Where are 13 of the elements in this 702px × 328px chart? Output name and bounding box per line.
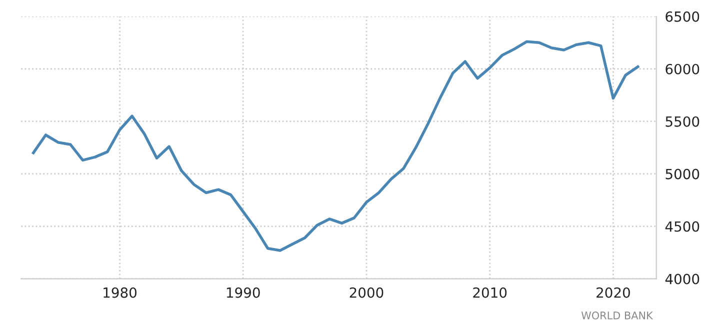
y-tick-label: 4000 — [665, 274, 700, 284]
y-tick-label: 6000 — [666, 64, 700, 74]
y-tick-label: 6500 — [666, 11, 700, 22]
x-tick-label: 1980 — [104, 287, 136, 298]
y-tick-label: 4500 — [665, 221, 700, 232]
x-tick-label: 2000 — [350, 287, 384, 298]
y-tick-label: 5500 — [666, 116, 700, 127]
text: WORLD BANK — [581, 312, 654, 320]
x-tick-label: 2020 — [596, 287, 630, 298]
x-tick-label: 2010 — [473, 287, 507, 298]
y-tick-label: 5000 — [666, 168, 700, 180]
line-series — [32, 40, 640, 252]
x-tick-label: 1990 — [226, 287, 260, 298]
